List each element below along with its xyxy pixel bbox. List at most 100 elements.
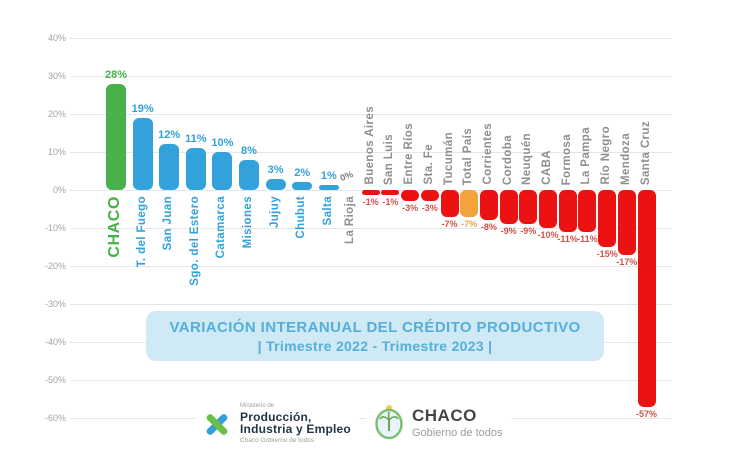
bar-chaco xyxy=(106,83,126,190)
bar-san-juan xyxy=(159,144,180,190)
bar-r-o-negro xyxy=(598,190,617,247)
bar-entre-r-os xyxy=(401,190,420,202)
bar-label-neuqu-n: Neuquén xyxy=(521,133,534,185)
bar-mendoza xyxy=(617,190,636,255)
bar-label-t-del-fuego: T. del Fuego xyxy=(135,196,148,268)
y-axis-tick-label--10: -10% xyxy=(44,222,66,233)
ministry-name-line1: Producción, xyxy=(240,409,312,424)
bar-value-label-total-pa-s: -7% xyxy=(461,218,478,229)
gridline--30 xyxy=(70,304,672,305)
bar-label-sgo-del-estero: Sgo. del Estero xyxy=(188,196,201,286)
bar-corrientes xyxy=(479,190,498,221)
bar-value-label-mendoza: -17% xyxy=(616,256,638,267)
ministry-sub-label: Chaco Gobierno de todos xyxy=(240,436,315,444)
bar-label-santa-cruz: Santa Cruz xyxy=(639,120,652,185)
bar-t-del-fuego xyxy=(132,117,153,190)
bar-santa-cruz xyxy=(637,190,656,407)
bar-san-luis xyxy=(381,190,400,195)
gridline-40 xyxy=(70,38,672,39)
bar-label-buenos-aires: Buenos Aires xyxy=(363,106,376,185)
bar-value-label-formosa: -11% xyxy=(557,233,578,244)
bar-value-label-san-juan: 12% xyxy=(158,129,181,142)
bar-value-label-neuqu-n: -9% xyxy=(520,226,537,237)
bar-label-cordoba: Cordoba xyxy=(501,134,514,185)
bar-label-mendoza: Mendoza xyxy=(619,133,632,185)
government-tagline: Gobierno de todos xyxy=(412,426,503,439)
chaco-government-logo: CHACO Gobierno de todos xyxy=(366,398,511,446)
bar-caba xyxy=(539,190,557,228)
gridline-20 xyxy=(70,114,672,115)
y-axis-tick-label--30: -30% xyxy=(44,298,66,309)
bar-value-label-chubut: 2% xyxy=(294,167,311,180)
gridline-10 xyxy=(70,152,672,153)
ministry-name-line2: Industria y Empleo xyxy=(240,422,351,437)
bar-value-label-t-del-fuego: 19% xyxy=(131,102,154,115)
bar-label-san-luis: San Luis xyxy=(383,133,396,185)
bar-value-label-buenos-aires: -1% xyxy=(362,197,379,207)
bar-value-label-santa-cruz: -57% xyxy=(635,408,657,419)
y-axis-tick-label-10: 10% xyxy=(47,146,66,157)
bar-la-pampa xyxy=(578,190,597,232)
bar-label-tucum-n: Tucumán xyxy=(442,131,455,185)
bar-label-chubut: Chubut xyxy=(295,196,308,239)
ministry-x-icon xyxy=(204,411,230,437)
bar-misiones xyxy=(239,159,259,190)
bar-value-label-san-luis: -1% xyxy=(382,197,399,207)
gridline--10 xyxy=(70,228,672,229)
bar-value-label-corrientes: -8% xyxy=(480,222,497,233)
y-axis-tick-label--50: -50% xyxy=(44,374,66,385)
bar-label-la-pampa: La Pampa xyxy=(580,127,593,185)
bar-label-salta: Salta xyxy=(321,196,334,226)
bar-catamarca xyxy=(212,152,233,190)
y-axis-tick-label-30: 30% xyxy=(47,70,66,81)
bar-label-sta-fe: Sta. Fe xyxy=(422,144,435,185)
bar-label-jujuy: Jujuy xyxy=(268,196,281,229)
bar-label-chaco: CHACO xyxy=(106,196,123,258)
y-axis-tick-label--20: -20% xyxy=(44,260,66,271)
ministry-logo: Ministerio de Producción, Industria y Em… xyxy=(196,398,359,450)
bar-jujuy xyxy=(265,178,286,190)
gridline--20 xyxy=(70,266,672,267)
bar-label-entre-r-os: Entre Ríos xyxy=(403,123,416,185)
bar-label-san-juan: San Juan xyxy=(162,196,175,251)
bar-value-label-catamarca: 10% xyxy=(211,137,234,149)
bar-label-misiones: Misiones xyxy=(242,196,254,249)
y-axis-tick-label--60: -60% xyxy=(44,412,66,423)
gridline-30 xyxy=(70,76,672,77)
bar-label-total-pa-s: Total País xyxy=(462,127,475,185)
bar-value-label-salta: 1% xyxy=(320,170,337,182)
y-axis-tick-label--40: -40% xyxy=(44,336,66,347)
bar-salta xyxy=(318,185,339,190)
bar-value-label-misiones: 8% xyxy=(241,144,257,157)
ministry-pre-label: Ministerio de xyxy=(240,403,275,410)
bar-label-formosa: Formosa xyxy=(560,133,573,185)
bar-sgo-del-estero xyxy=(185,148,206,190)
government-name: CHACO xyxy=(412,405,477,425)
bar-value-label-jujuy: 3% xyxy=(267,163,284,176)
bar-tucum-n xyxy=(440,190,459,217)
bar-value-label-sta-fe: -3% xyxy=(421,203,438,214)
bar-buenos-aires xyxy=(361,190,380,195)
bar-value-label-sgo-del-estero: 11% xyxy=(185,133,207,146)
bar-cordoba xyxy=(499,190,518,225)
bar-value-label-chaco: 28% xyxy=(104,68,128,81)
chart-title: VARIACIÓN INTERANUAL DEL CRÉDITO PRODUCT… xyxy=(169,318,581,336)
y-axis-tick-label-40: 40% xyxy=(47,32,66,43)
bar-label-catamarca: Catamarca xyxy=(215,196,228,259)
bar-total-pa-s xyxy=(460,190,479,217)
bar-value-label-la-pampa: -11% xyxy=(577,233,598,244)
bar-value-label-caba: -10% xyxy=(537,230,559,240)
chart-subtitle: | Trimestre 2022 - Trimestre 2023 | xyxy=(257,337,493,354)
bar-label-caba: CABA xyxy=(541,150,553,185)
bar-value-label-r-o-negro: -15% xyxy=(596,249,618,259)
bar-chubut xyxy=(292,182,313,190)
bar-value-label-entre-r-os: -3% xyxy=(402,203,419,214)
y-axis-tick-label-0: 0% xyxy=(52,184,66,195)
bar-label-corrientes: Corrientes xyxy=(481,123,494,185)
bar-value-label-tucum-n: -7% xyxy=(441,218,458,229)
bar-label-r-o-negro: Río Negro xyxy=(600,126,613,185)
chaco-crest-icon xyxy=(375,405,403,440)
bar-neuqu-n xyxy=(519,190,538,225)
chart-title-box: VARIACIÓN INTERANUAL DEL CRÉDITO PRODUCT… xyxy=(146,311,604,361)
